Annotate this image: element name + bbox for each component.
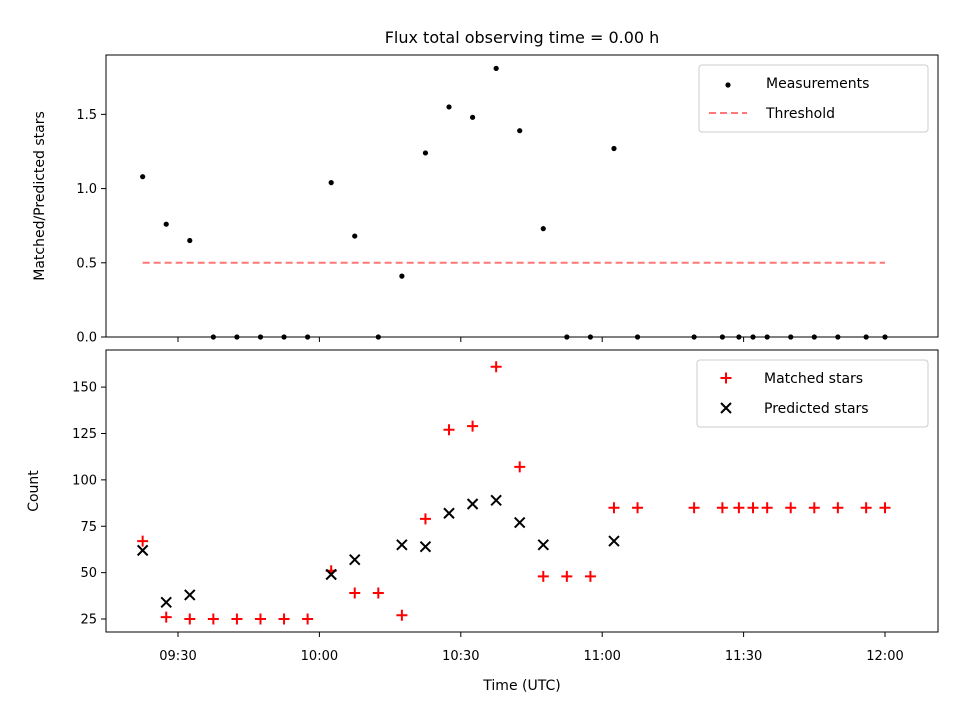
axes-frame [105,54,939,338]
matched-star-point [443,424,455,436]
measurement-point [328,180,334,186]
matched-star-point [808,502,820,514]
x-tick-label: 09:30 [159,649,196,664]
matched-star-point [160,611,172,623]
measurement-point [422,150,429,156]
count-panel: 25 50 75 100 125 150 09:30 10:00 10:30 11:00 11:30… [26,349,939,694]
y-tick-label: 75 [80,520,97,535]
predicted-star-point [325,568,337,581]
matched-star-point [608,502,620,514]
x-tick-label: 11:30 [725,649,762,664]
matched-star-point [688,502,700,514]
legend-label: Measurements [766,76,869,92]
matched-star-point [716,502,728,514]
x-tick-label: 10:00 [301,649,338,664]
matched-star-point [419,513,431,525]
legend-box [696,359,929,428]
matched-star-point [372,587,384,599]
predicted-star-point [349,553,361,566]
predicted-star-point [136,544,149,557]
predicted-star-point [443,507,455,519]
predicted-star-point [466,498,479,510]
matched-star-point [137,535,149,547]
y-axis-label: Count [26,470,42,512]
measurement-point [540,226,546,232]
matched-star-point [747,502,759,514]
matched-star-point [514,461,526,473]
y-tick-label: 0.0 [76,331,97,346]
matched-star-point [278,613,290,625]
y-tick-label: 1.0 [76,182,97,197]
matched-star-point [832,502,844,514]
x-axis-label: Time (UTC) [482,678,560,694]
measurement-point [352,233,358,239]
matched-star-point [733,502,745,514]
measurement-point [163,221,169,227]
predicted-star-point [419,540,432,553]
series-matched-stars [137,361,891,625]
predicted-star-point [490,494,502,506]
y-tick-label: 50 [80,566,97,581]
y-tick-label: 150 [72,381,97,396]
series-measurements [140,65,888,340]
y-tick-label: 1.5 [76,108,97,123]
matched-star-point [490,361,502,373]
matched-star-point [467,420,479,432]
predicted-star-point [537,539,549,551]
predicted-star-point [514,516,526,529]
matched-star-point [632,502,644,514]
matched-star-point [396,609,408,621]
predicted-star-point [396,539,408,551]
predicted-star-point [608,535,620,547]
y-tick-label: 25 [80,613,97,628]
matched-star-point [785,502,797,514]
matched-star-point [860,502,872,514]
chart-title: Flux total observing time = 0.00 h [385,28,660,47]
matched-star-point [561,570,573,582]
matched-star-point [207,613,219,625]
ratio-panel: 0.0 0.5 1.0 1.5 Matched/Predicted stars Measu… [32,54,939,346]
legend-marker-swatch [725,82,731,88]
legend-marker-swatch [720,402,732,414]
matched-star-point [184,613,196,625]
measurement-point [517,128,523,134]
x-tick-label: 10:30 [442,649,479,664]
y-tick-label: 0.5 [76,256,97,271]
measurement-point [469,114,476,120]
legend-label: Predicted stars [764,401,869,417]
legend: Matched stars Predicted stars [696,359,929,428]
y-tick-label: 125 [72,427,97,442]
series-predicted-stars [136,494,620,609]
legend-label: Matched stars [764,371,863,387]
legend-box [698,64,929,133]
measurement-point [446,104,452,110]
x-tick-label: 11:00 [583,649,620,664]
measurement-point [611,145,617,152]
y-axis-label: Matched/Predicted stars [32,111,48,281]
x-tick-label: 12:00 [866,649,903,664]
matched-star-point [879,502,891,514]
predicted-star-point [160,596,172,609]
legend: Measurements Threshold [698,64,929,133]
matched-star-point [349,587,361,599]
legend-marker-swatch [720,372,732,384]
measurement-point [399,273,405,279]
y-tick-label: 100 [72,473,97,488]
measurement-point [187,237,193,244]
axes-frame [105,349,939,633]
measurement-point [493,65,499,71]
measurement-point [140,174,146,180]
matched-star-point [761,502,773,514]
matched-star-point [584,570,596,582]
predicted-star-point [184,589,196,601]
legend-label: Threshold [765,106,835,122]
matched-star-point [302,613,314,625]
matched-star-point [537,570,549,582]
matched-star-point [254,613,266,625]
matched-star-point [231,613,243,625]
